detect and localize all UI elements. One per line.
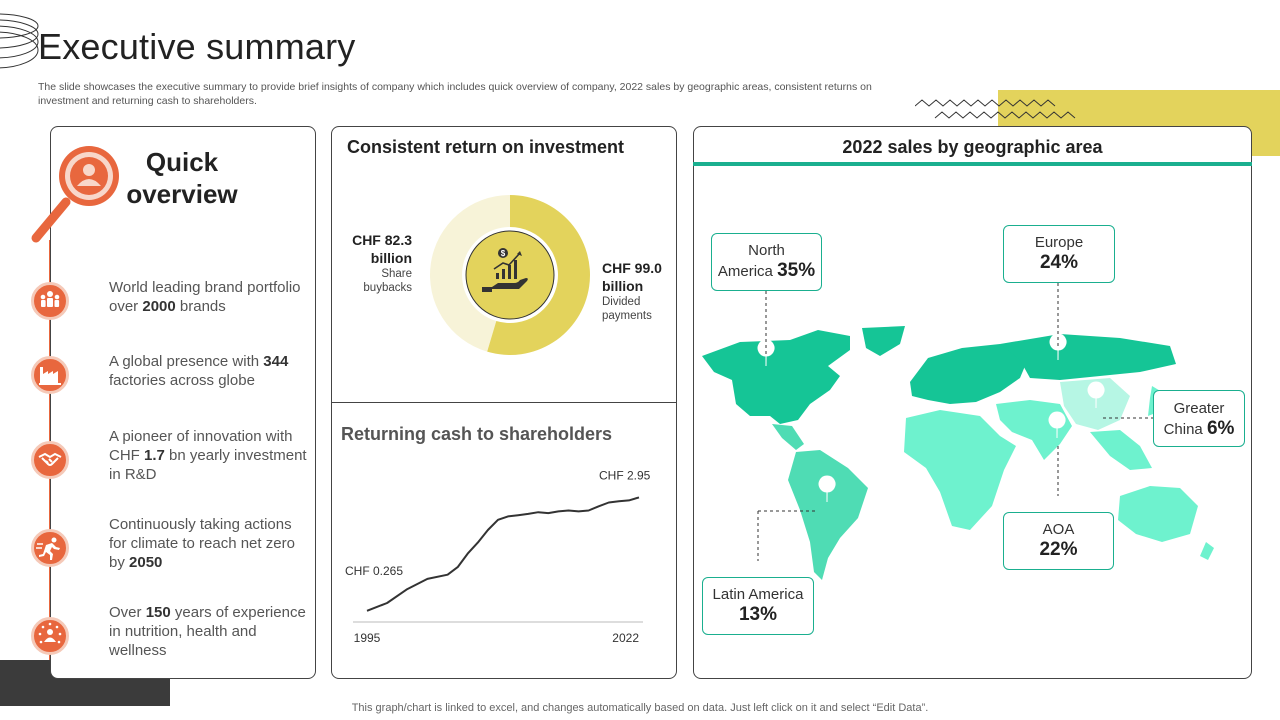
dividend-value-line1: CHF 99.0 xyxy=(602,260,662,276)
dividend-sub-line2: payments xyxy=(602,310,652,322)
overview-item-innovation: A pioneer of innovation with CHF 1.7 bn … xyxy=(109,428,307,483)
roi-donut-chart: $ xyxy=(430,195,590,355)
map-greater-china xyxy=(1060,378,1130,430)
zigzag-decoration xyxy=(915,99,1076,119)
cash-returns-series-line xyxy=(366,496,640,612)
region-box-aoa: AOA 22% xyxy=(1003,512,1114,570)
map-greenland xyxy=(862,326,905,356)
map-pin-icon xyxy=(1048,411,1066,439)
map-pin-icon xyxy=(1087,381,1105,409)
svg-text:$: $ xyxy=(501,249,506,258)
quick-overview-panel xyxy=(50,126,316,679)
map-central-america xyxy=(772,424,804,450)
runner-icon xyxy=(31,529,69,567)
x-tick-label: 1995 xyxy=(354,631,381,645)
share-buybacks-sub-line1: Share xyxy=(381,268,412,280)
region-name: Europe xyxy=(1034,234,1084,251)
brand-people-icon xyxy=(31,282,69,320)
share-buybacks-value-line2: billion xyxy=(370,250,412,266)
share-buybacks-value-line1: CHF 82.3 xyxy=(352,232,412,248)
quick-overview-title-line1: Quick xyxy=(145,147,219,177)
map-pin-icon xyxy=(1049,333,1067,361)
page-subtitle: The slide showcases the executive summar… xyxy=(38,81,872,107)
mid-panel-divider xyxy=(331,402,677,403)
footer-note: This graph/chart is linked to excel, and… xyxy=(351,702,929,714)
share-buybacks-label: CHF 82.3 billion Share buybacks xyxy=(340,231,412,295)
map-southeast-asia xyxy=(1090,430,1152,470)
handshake-icon xyxy=(31,441,69,479)
overview-item-factories: A global presence with 344 factories acr… xyxy=(109,353,289,389)
x-tick-label: 2022 xyxy=(612,631,639,645)
region-pct: 6% xyxy=(1206,418,1235,439)
region-name: AOA xyxy=(1042,521,1075,538)
donut-slice-divided-payments xyxy=(487,195,590,355)
region-box-latin-america: Latin America 13% xyxy=(702,577,814,635)
region-name-line2: China xyxy=(1163,421,1203,438)
region-pct: 13% xyxy=(738,604,778,625)
map-pin-icon xyxy=(818,475,836,503)
corner-rings-decoration xyxy=(0,13,39,69)
roi-title: Consistent return on investment xyxy=(347,137,625,157)
dividend-value-line2: billion xyxy=(602,278,644,294)
region-pct: 24% xyxy=(1039,252,1079,273)
line-annotation-label: CHF 2.95 xyxy=(599,468,651,482)
dividend-payments-label: CHF 99.0 billion Divided payments xyxy=(602,259,674,323)
region-name-line2: America xyxy=(717,263,773,280)
quick-overview-title: Quick overview xyxy=(100,146,264,210)
region-name: Latin America xyxy=(712,586,804,603)
map-australia xyxy=(1118,486,1198,542)
region-name-line1: Greater xyxy=(1173,400,1225,417)
region-box-europe: Europe 24% xyxy=(1003,225,1115,283)
region-box-greater-china: Greater China 6% xyxy=(1153,390,1245,447)
dividend-sub-line1: Divided xyxy=(602,296,641,308)
map-new-zealand xyxy=(1200,542,1214,560)
quick-overview-title-line2: overview xyxy=(126,179,238,209)
map-latin-america xyxy=(788,450,868,580)
line-annotation-label: CHF 0.265 xyxy=(345,564,403,578)
people-circle-icon xyxy=(31,617,69,655)
overview-item-brands: World leading brand portfolio over 2000 … xyxy=(109,279,301,315)
region-pct: 35% xyxy=(777,260,816,281)
hand-growth-chart-icon: $ xyxy=(482,248,528,292)
share-buybacks-sub-line2: buybacks xyxy=(363,282,412,294)
cash-returns-line-chart: CHF 0.265 CHF 2.95 1995 2022 xyxy=(345,468,651,645)
region-name-line1: North xyxy=(748,242,785,259)
overview-item-climate: Continuously taking actions for climate … xyxy=(109,516,295,571)
cash-returns-title: Returning cash to shareholders xyxy=(341,424,613,444)
map-africa xyxy=(904,410,1016,530)
geo-title-underline xyxy=(693,162,1252,166)
map-north-america xyxy=(702,330,850,424)
page-title: Executive summary xyxy=(38,26,356,67)
overview-item-experience: Over 150 years of experience in nutritio… xyxy=(109,604,306,659)
map-europe xyxy=(910,344,1030,404)
region-pct: 22% xyxy=(1039,539,1078,560)
region-connector-lines xyxy=(757,283,1153,561)
factory-icon xyxy=(31,356,69,394)
geo-sales-title: 2022 sales by geographic area xyxy=(842,137,1103,157)
donut-slice-share-buybacks xyxy=(430,195,510,352)
world-map xyxy=(702,326,1214,580)
magnifier-user-icon xyxy=(31,146,119,243)
map-north-asia xyxy=(1000,334,1176,380)
region-box-north-america: North America 35% xyxy=(711,233,822,291)
